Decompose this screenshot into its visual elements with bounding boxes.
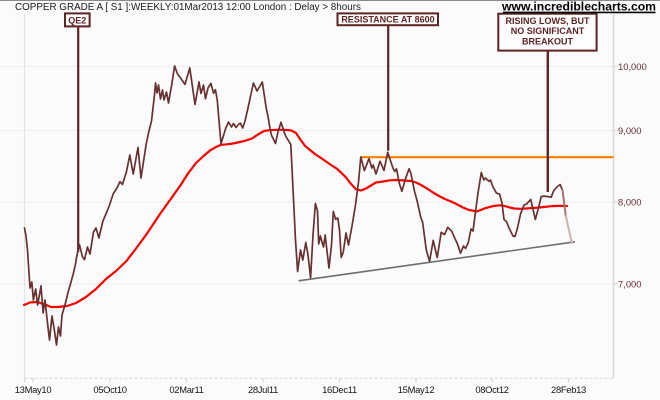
svg-text:COPPER GRADE A [ S1 ]:WEEKLY:0: COPPER GRADE A [ S1 ]:WEEKLY:01Mar2013 1… [15,2,361,13]
svg-text:15May12: 15May12 [398,384,435,395]
svg-text:QE2: QE2 [68,16,86,26]
svg-text:8,000: 8,000 [618,196,641,207]
svg-text:28Feb13: 28Feb13 [551,384,586,395]
svg-text:RISING LOWS, BUT: RISING LOWS, BUT [506,16,590,26]
svg-text:www.incrediblecharts.com: www.incrediblecharts.com [501,0,656,14]
svg-text:7,000: 7,000 [618,278,641,289]
svg-text:9,000: 9,000 [618,125,641,136]
svg-text:08Oct12: 08Oct12 [475,384,508,395]
svg-text:BREAKOUT: BREAKOUT [522,37,574,47]
svg-text:02Mar11: 02Mar11 [169,384,203,395]
svg-text:10,000: 10,000 [618,61,647,72]
svg-text:RESISTANCE AT 8600: RESISTANCE AT 8600 [341,15,434,25]
svg-text:16Dec11: 16Dec11 [322,384,357,395]
svg-text:28Jul11: 28Jul11 [248,384,278,395]
svg-text:05Oct10: 05Oct10 [93,384,126,395]
svg-text:NO SIGNIFICANT: NO SIGNIFICANT [511,26,585,36]
svg-text:13May10: 13May10 [15,384,52,395]
